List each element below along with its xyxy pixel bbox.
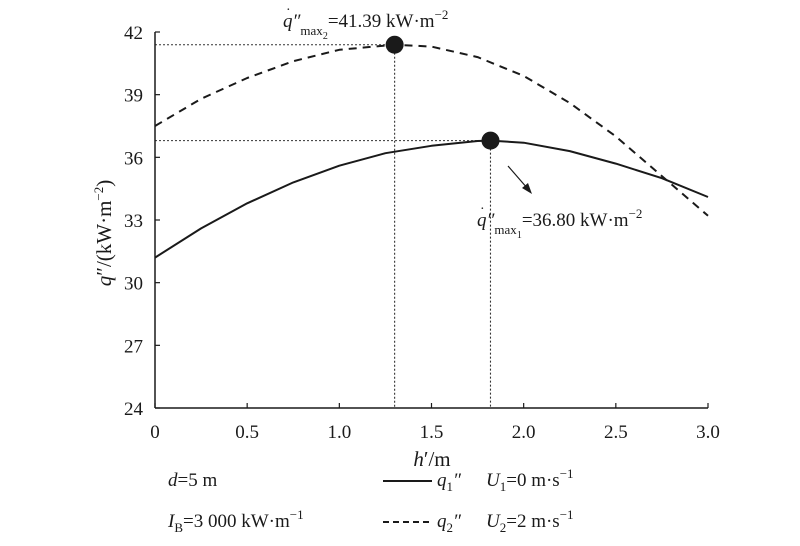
svg-text:·: · [286, 3, 291, 18]
svg-text:·: · [480, 202, 485, 217]
max1-pointer-arrow [507, 165, 532, 194]
param-diameter: d=5 m [168, 470, 217, 491]
x-tick-label: 3.0 [696, 422, 720, 443]
x-tick-label: 1.5 [420, 422, 444, 443]
axes [154, 31, 709, 409]
y-tick-label: 36 [124, 148, 143, 169]
svg-text:q″max1=36.80 kW·m−2: q″max1=36.80 kW·m−2 [477, 206, 642, 241]
max-markers [385, 35, 500, 150]
series-line-q1 [154, 139, 709, 259]
x-tick-label: 2.0 [512, 422, 536, 443]
legend-label-q2: q2″ [437, 511, 462, 535]
x-tick-label: 2.5 [604, 422, 628, 443]
legend-label-q1: q1″ [437, 470, 462, 494]
x-tick-label: 0.5 [235, 422, 259, 443]
max-marker-q1 [481, 131, 500, 150]
legend: d=5 m IB=3 000 kW·m−1 q1″ U1=0 m·s−1 q2″… [167, 466, 574, 535]
param-ib: IB=3 000 kW·m−1 [167, 507, 304, 535]
tick-labels: 0 0.5 1.0 1.5 2.0 2.5 3.0 24 27 30 33 36 39 42 [124, 23, 720, 443]
x-axis-title: h′/m [413, 447, 450, 471]
y-tick-label: 27 [124, 336, 143, 357]
x-tick-label: 1.0 [327, 422, 351, 443]
svg-text:q″max2=41.39 kW·m−2: q″max2=41.39 kW·m−2 [283, 7, 448, 42]
y-axis-title: q″/(kW·m−2) [91, 180, 116, 287]
max1-annotation: q″max1=36.80 kW·m−2 · [477, 202, 642, 241]
series-line-q2 [154, 43, 709, 217]
max2-annotation: q″max2=41.39 kW·m−2 · [283, 3, 448, 42]
y-tick-label: 24 [124, 399, 144, 420]
y-tick-label: 39 [124, 86, 143, 107]
max-marker-q2 [385, 35, 404, 54]
y-tick-label: 30 [124, 274, 143, 295]
max-guide-lines [155, 44, 492, 408]
series-curves [154, 43, 709, 259]
y-tick-label: 33 [124, 211, 143, 232]
x-tick-label: 0 [150, 422, 160, 443]
legend-condition-u1: U1=0 m·s−1 [486, 466, 574, 494]
legend-condition-u2: U2=2 m·s−1 [486, 507, 574, 535]
y-tick-label: 42 [124, 23, 143, 44]
svg-text:q″/(kW·m−2): q″/(kW·m−2) [91, 180, 116, 287]
